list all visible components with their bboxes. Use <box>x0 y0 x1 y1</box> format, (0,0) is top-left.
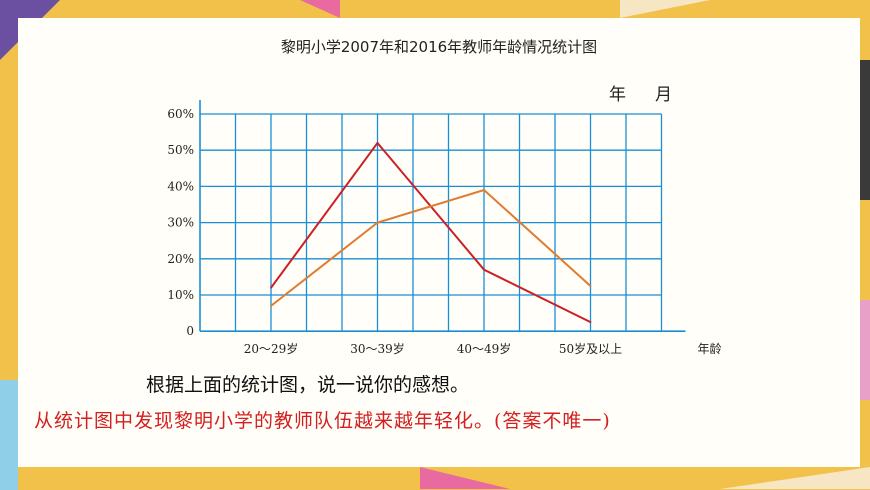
y-tick-label: 50% <box>167 143 194 157</box>
slide-card: 0 10% 20% 30% 40% 50% 60% 20～29岁 30～39岁 40～49岁 50岁… <box>18 18 860 467</box>
series-1-point <box>270 286 272 289</box>
date-label: 年 月 <box>609 85 678 105</box>
decor-shape <box>420 467 510 489</box>
series-2-point <box>376 221 379 224</box>
y-tick-label: 20% <box>167 252 194 266</box>
decor-shape <box>620 0 710 18</box>
decor-shape <box>860 300 870 400</box>
decor-shape <box>300 0 340 18</box>
y-tick-label: 40% <box>167 179 194 193</box>
x-tick-label: 20～29岁 <box>244 341 299 356</box>
x-tick-label: 30～39岁 <box>350 341 405 356</box>
y-tick-label: 60% <box>167 107 194 121</box>
series-2-point <box>270 304 272 307</box>
series-2-point <box>483 189 485 191</box>
series-1-point <box>483 268 485 271</box>
x-axis-label: 年龄 <box>697 342 721 356</box>
x-tick-label: 40～49岁 <box>457 341 512 356</box>
y-tick-label: 30% <box>167 216 194 230</box>
series-1-point <box>589 321 592 324</box>
chart-title: 黎明小学2007年和2016年教师年龄情况统计图 <box>280 38 598 56</box>
series-1-point <box>376 142 379 144</box>
line-chart: 0 10% 20% 30% 40% 50% 60% 20～29岁 30～39岁 40～49岁 50岁… <box>167 100 722 356</box>
series-line-2 <box>270 188 592 307</box>
decor-shape <box>0 380 18 490</box>
question-text: 根据上面的统计图，说一说你的感想。 <box>146 374 470 396</box>
decor-shape <box>720 467 870 489</box>
x-tick-label: 50岁及以上 <box>559 341 622 356</box>
decor-shape <box>860 60 870 200</box>
answer-text: 从统计图中发现黎明小学的教师队伍越来越年轻化。(答案不唯一) <box>34 410 611 432</box>
series-2-point <box>589 285 592 287</box>
y-tick-label: 10% <box>167 288 194 302</box>
y-tick-label: 0 <box>186 324 194 338</box>
